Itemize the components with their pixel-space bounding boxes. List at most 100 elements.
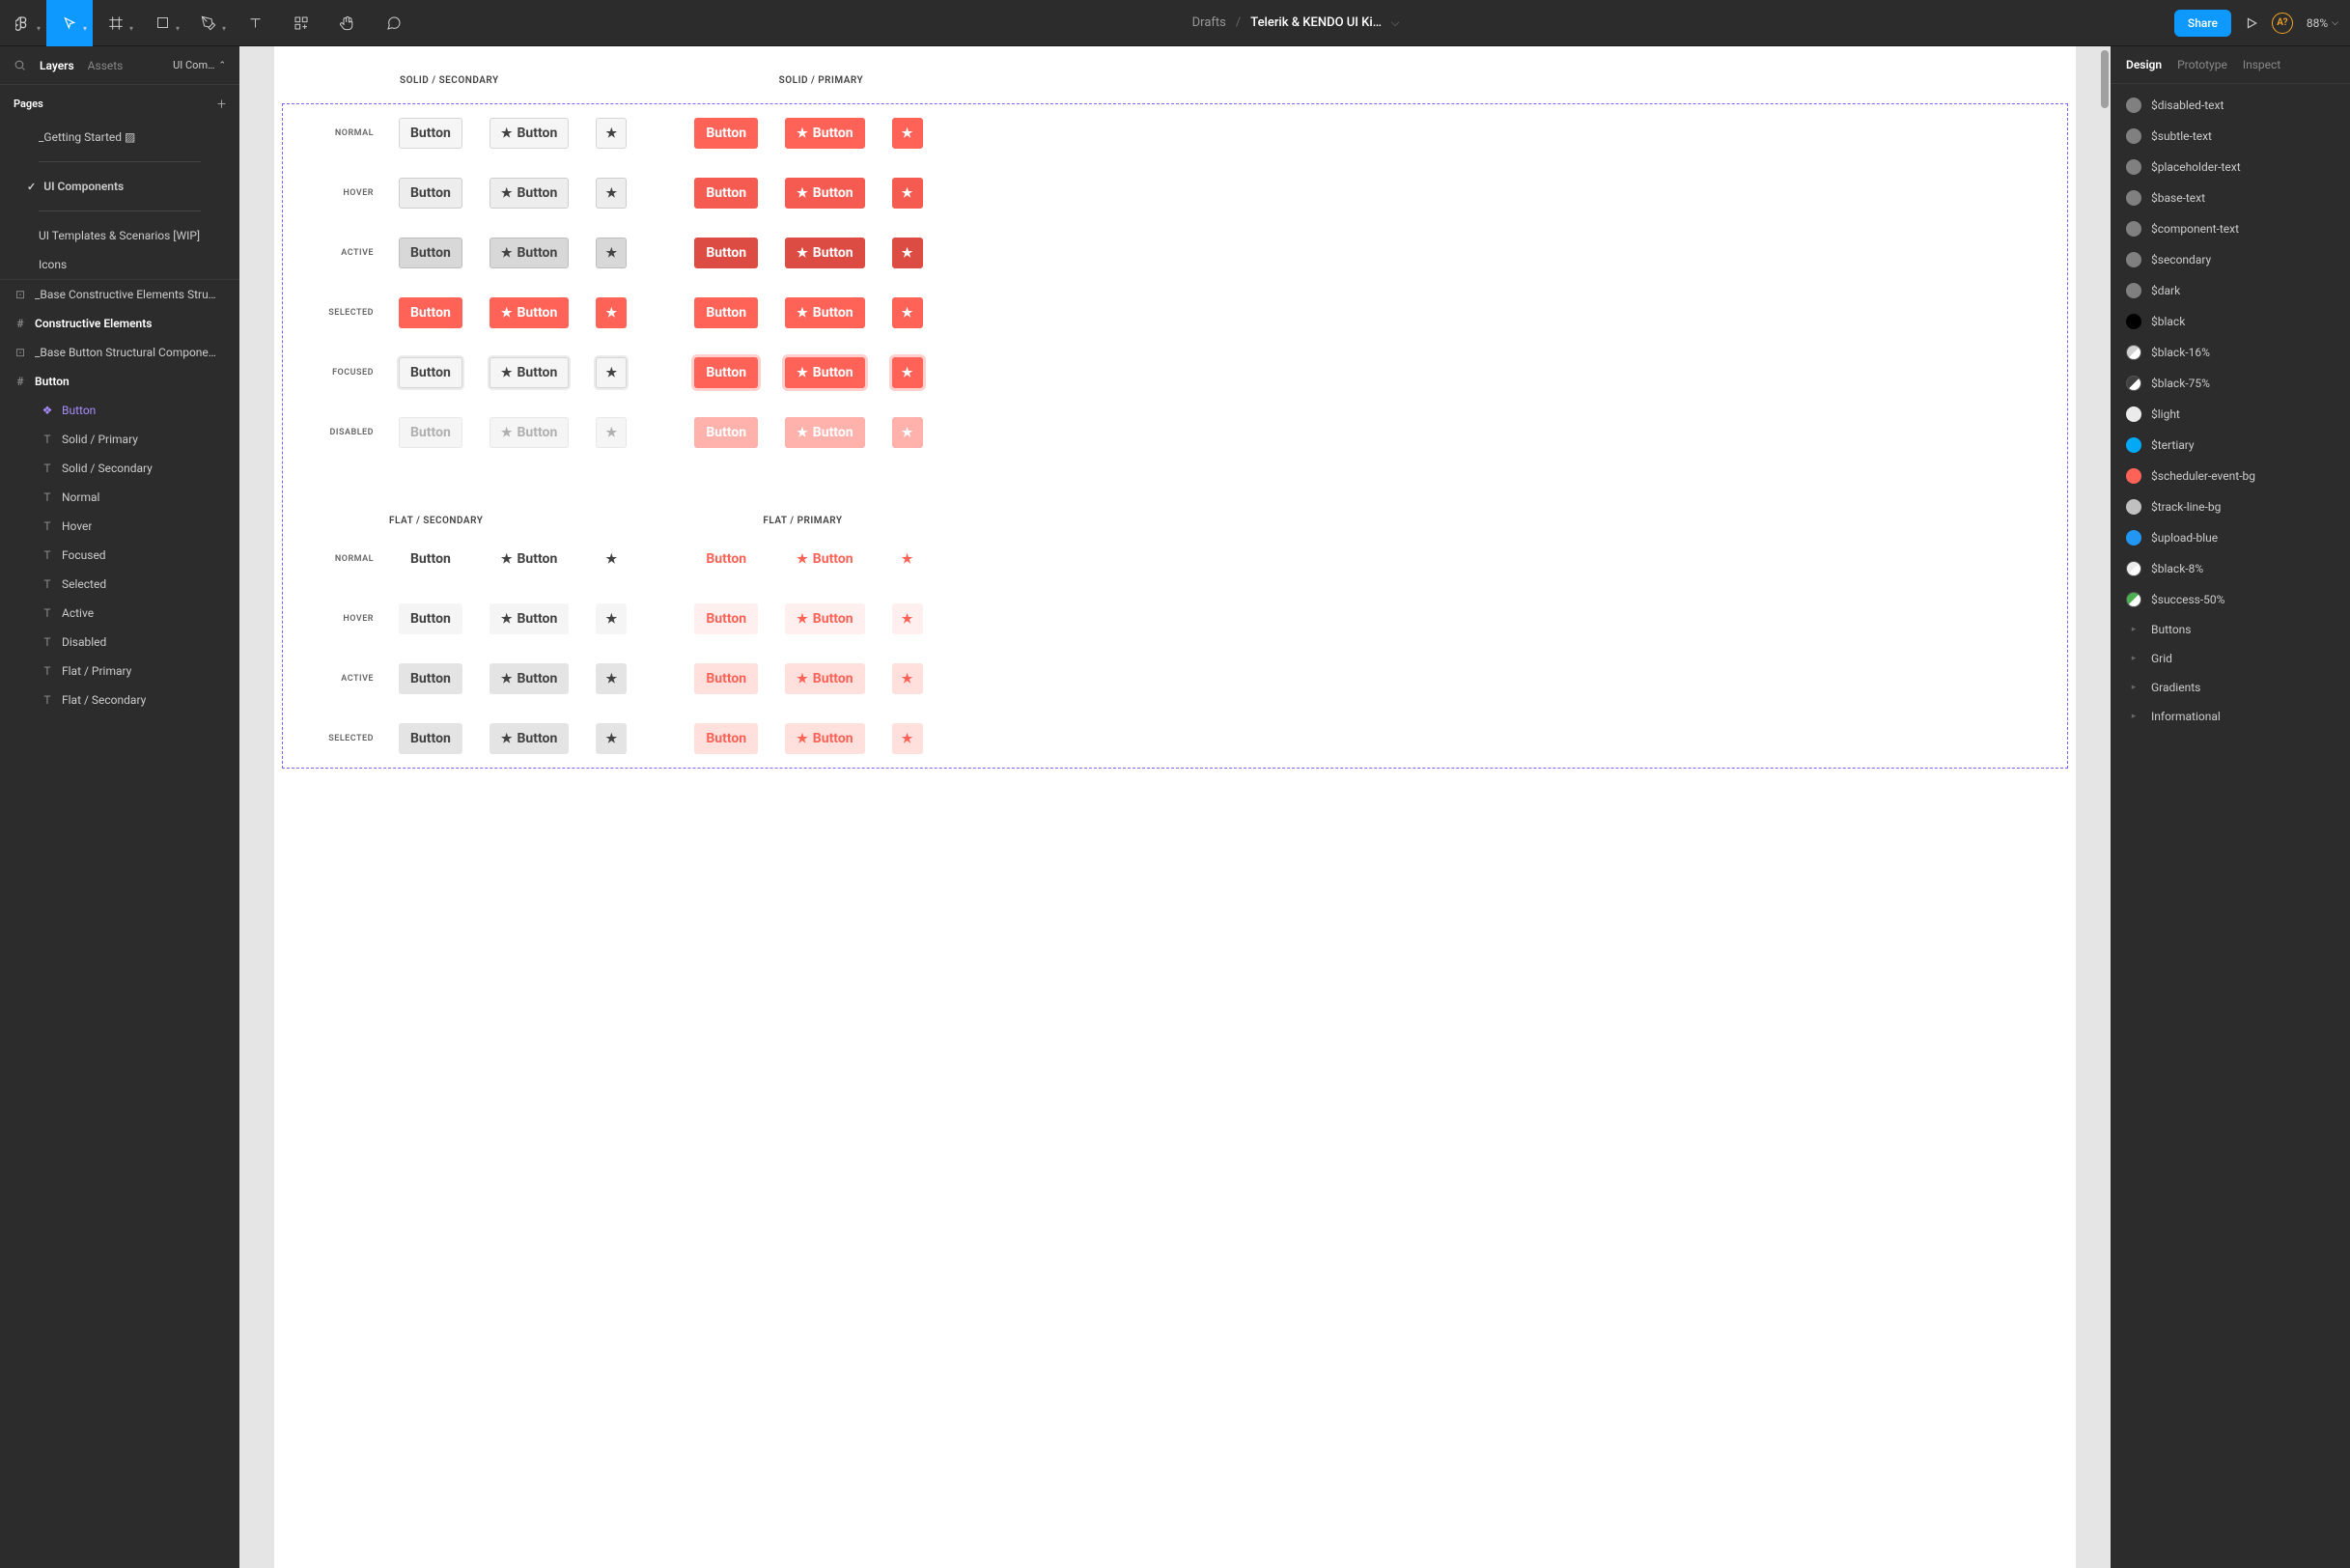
toolbar-center: Drafts / Telerik & KENDO UI Ki… ⌵ (417, 15, 2174, 30)
tab-assets[interactable]: Assets (88, 59, 124, 72)
star-icon: ★ (605, 553, 617, 566)
layer-focused[interactable]: TFocused (0, 541, 239, 570)
file-title[interactable]: Telerik & KENDO UI Ki… (1250, 15, 1382, 30)
tab-inspect[interactable]: Inspect (2243, 58, 2280, 71)
button-label: Button (410, 611, 451, 627)
move-tool-button[interactable]: ▾ (46, 0, 93, 46)
hand-tool-button[interactable] (324, 0, 371, 46)
button-label: Button (706, 245, 746, 261)
color-style-item[interactable]: $dark (2111, 275, 2350, 306)
layer-active[interactable]: TActive (0, 599, 239, 628)
layer-hover[interactable]: THover (0, 512, 239, 541)
star-icon: ★ (605, 613, 617, 626)
present-button[interactable] (2245, 16, 2258, 30)
pen-tool-button[interactable]: ▾ (185, 0, 232, 46)
page-getting-started[interactable]: _Getting Started ▨ (0, 123, 239, 152)
comment-tool-button[interactable] (371, 0, 417, 46)
color-style-item[interactable]: $secondary (2111, 244, 2350, 275)
color-style-item[interactable]: $success-50% (2111, 584, 2350, 615)
color-style-item[interactable]: $disabled-text (2111, 90, 2350, 121)
button-label: Button (813, 551, 853, 567)
text-tool-button[interactable] (232, 0, 278, 46)
state-label: DISABLED (302, 428, 399, 437)
color-swatch (2126, 128, 2141, 144)
chevron-down-icon[interactable]: ⌵ (1391, 16, 1399, 30)
button-label: Button (706, 305, 746, 321)
page-templates[interactable]: UI Templates & Scenarios [WIP] (0, 221, 239, 250)
breadcrumb-drafts[interactable]: Drafts (1192, 15, 1226, 30)
page-icons[interactable]: Icons (0, 250, 239, 279)
solid-grid: NORMALButton★Button★Button★Button★HOVERB… (283, 118, 2067, 448)
demo-button: ★Button (785, 238, 864, 268)
group-name: Informational (2151, 710, 2221, 723)
demo-button: Button (399, 118, 462, 149)
layer-solid-primary[interactable]: TSolid / Primary (0, 425, 239, 454)
star-icon: ★ (605, 673, 617, 686)
color-swatch (2126, 376, 2141, 391)
canvas-scrollbar[interactable] (2101, 50, 2109, 108)
frame-tool-button[interactable]: ▾ (93, 0, 139, 46)
color-style-item[interactable]: $tertiary (2111, 430, 2350, 461)
color-style-item[interactable]: $subtle-text (2111, 121, 2350, 152)
style-group-item[interactable]: ▸Gradients (2111, 673, 2350, 702)
color-style-item[interactable]: $black-75% (2111, 368, 2350, 399)
color-style-item[interactable]: $scheduler-event-bg (2111, 461, 2350, 491)
color-style-item[interactable]: $component-text (2111, 213, 2350, 244)
layer-button-component[interactable]: ❖Button (0, 396, 239, 425)
secondary-group: Button★Button★ (399, 178, 627, 209)
style-group-item[interactable]: ▸Buttons (2111, 615, 2350, 644)
color-swatch (2126, 283, 2141, 298)
layers-tree: ⊡_Base Constructive Elements Stru… #Cons… (0, 279, 239, 1568)
color-style-item[interactable]: $black-16% (2111, 337, 2350, 368)
layer-base-button[interactable]: ⊡_Base Button Structural Compone… (0, 338, 239, 367)
button-label: Button (706, 551, 746, 567)
canvas[interactable]: SOLID / SECONDARY SOLID / PRIMARY NORMAL… (239, 46, 2111, 1568)
color-style-item[interactable]: $black (2111, 306, 2350, 337)
component-selection[interactable]: NORMALButton★Button★Button★Button★HOVERB… (282, 103, 2068, 769)
figma-menu-button[interactable]: ▾ (0, 0, 46, 46)
text-icon: T (41, 606, 54, 620)
button-label: Button (410, 305, 451, 321)
search-icon[interactable] (14, 59, 26, 71)
demo-button: Button (694, 297, 758, 328)
color-style-item[interactable]: $base-text (2111, 182, 2350, 213)
layer-solid-secondary[interactable]: TSolid / Secondary (0, 454, 239, 483)
color-style-item[interactable]: $light (2111, 399, 2350, 430)
style-name: $subtle-text (2151, 129, 2212, 143)
layer-constructive-elements[interactable]: #Constructive Elements (0, 309, 239, 338)
demo-button: ★Button (785, 663, 864, 694)
share-button[interactable]: Share (2174, 10, 2231, 37)
zoom-dropdown[interactable]: 88% ⌵ (2307, 16, 2338, 30)
layer-selected[interactable]: TSelected (0, 570, 239, 599)
resources-button[interactable] (278, 0, 324, 46)
secondary-group: Button★Button★ (399, 357, 627, 388)
demo-button: Button (399, 663, 462, 694)
color-style-item[interactable]: $placeholder-text (2111, 152, 2350, 182)
tab-design[interactable]: Design (2126, 58, 2162, 71)
layer-normal[interactable]: TNormal (0, 483, 239, 512)
tab-layers[interactable]: Layers (40, 59, 74, 72)
demo-button: ★ (892, 357, 923, 388)
shape-tool-button[interactable]: ▾ (139, 0, 185, 46)
layer-button-frame[interactable]: #Button (0, 367, 239, 396)
demo-button: Button (694, 417, 758, 448)
star-icon: ★ (501, 187, 513, 200)
page-selector[interactable]: UI Com… ⌃ (173, 59, 226, 71)
layer-disabled[interactable]: TDisabled (0, 628, 239, 657)
layer-flat-secondary[interactable]: TFlat / Secondary (0, 686, 239, 714)
color-swatch (2126, 159, 2141, 175)
page-ui-components[interactable]: ✓ UI Components (0, 172, 239, 201)
style-group-item[interactable]: ▸Informational (2111, 702, 2350, 731)
star-icon: ★ (605, 307, 617, 320)
color-style-item[interactable]: $upload-blue (2111, 522, 2350, 553)
demo-button: Button (694, 357, 758, 388)
user-avatar[interactable]: A? (2272, 13, 2293, 34)
layer-base-constructive[interactable]: ⊡_Base Constructive Elements Stru… (0, 280, 239, 309)
tab-prototype[interactable]: Prototype (2177, 58, 2227, 71)
color-swatch (2126, 561, 2141, 576)
add-page-button[interactable]: + (217, 95, 226, 113)
layer-flat-primary[interactable]: TFlat / Primary (0, 657, 239, 686)
color-style-item[interactable]: $track-line-bg (2111, 491, 2350, 522)
color-style-item[interactable]: $black-8% (2111, 553, 2350, 584)
style-group-item[interactable]: ▸Grid (2111, 644, 2350, 673)
